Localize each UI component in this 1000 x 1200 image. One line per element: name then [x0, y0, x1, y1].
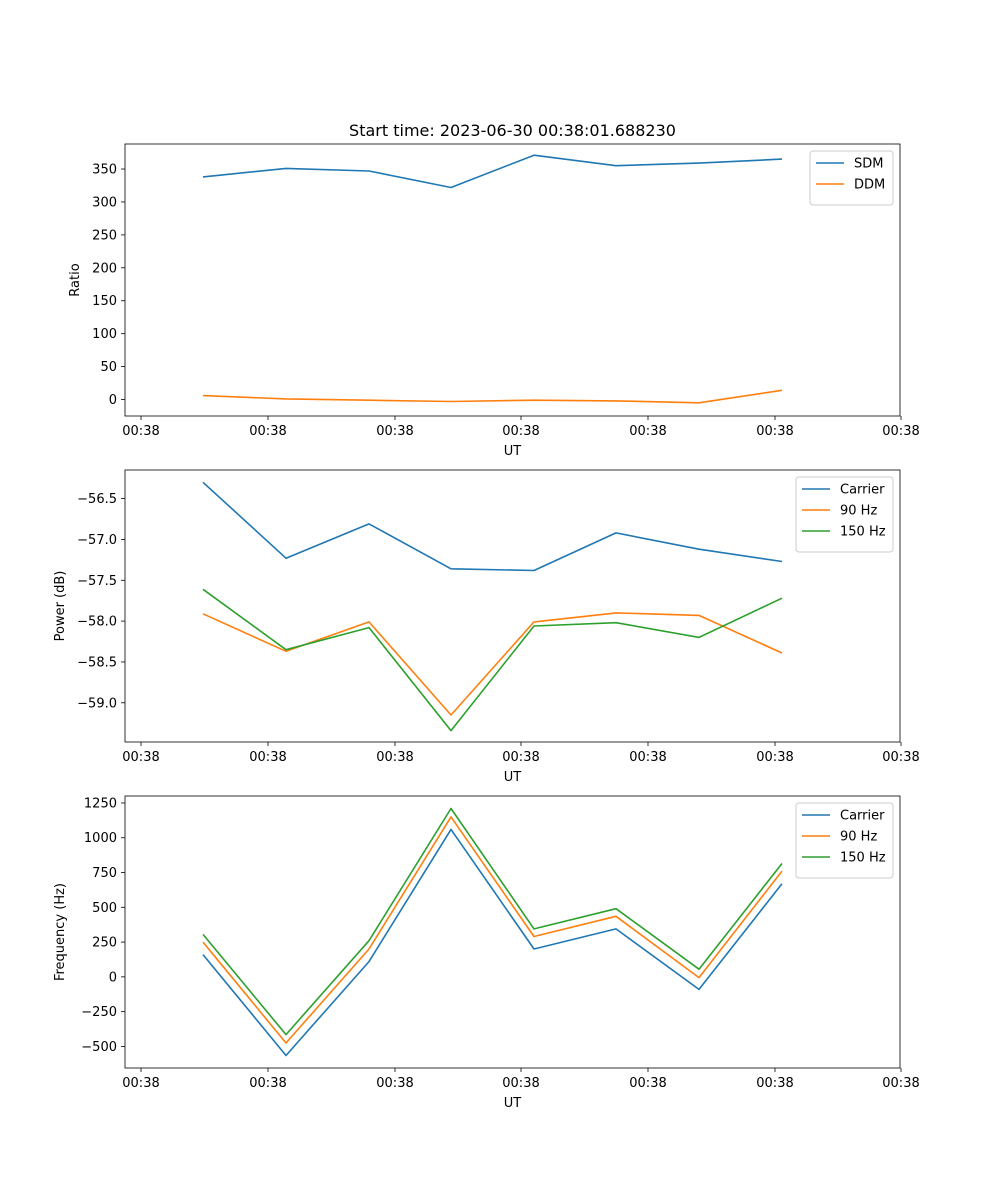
x-tick-label: 00:38 — [376, 750, 413, 765]
legend-box — [809, 150, 894, 206]
y-tick-label: 100 — [92, 327, 117, 342]
x-tick-label: 00:38 — [502, 424, 539, 439]
y-tick-label: 250 — [92, 936, 117, 951]
y-tick-label: −500 — [81, 1040, 117, 1055]
x-tick-label: 00:38 — [249, 1076, 286, 1091]
x-tick-label: 00:38 — [756, 750, 793, 765]
x-tick-label: 00:38 — [502, 750, 539, 765]
x-tick-label: 00:38 — [629, 1076, 666, 1091]
axes-frame — [124, 143, 901, 417]
x-tick-label: 00:38 — [249, 750, 286, 765]
y-tick-label: −56.5 — [77, 492, 117, 507]
series-line-150-hz — [202, 588, 783, 732]
series-line-sdm — [202, 154, 783, 189]
y-axis-label: Power (dB) — [53, 571, 68, 642]
y-tick-label: 1250 — [84, 796, 117, 811]
figure-title: Start time: 2023-06-30 00:38:01.688230 — [349, 121, 676, 140]
x-tick-label: 00:38 — [122, 424, 159, 439]
x-tick-label: 00:38 — [882, 1076, 919, 1091]
legend-label: DDM — [854, 178, 885, 193]
axes-frame — [124, 469, 901, 743]
x-axis-label: UT — [504, 444, 522, 459]
y-tick-label: −58.0 — [77, 615, 117, 630]
x-tick-label: 00:38 — [122, 750, 159, 765]
x-tick-label: 00:38 — [249, 424, 286, 439]
chart-panels: 00:38 00:38 00:38 00:38 00:38 00:38 00:38 0 50 10… — [53, 143, 920, 1111]
y-tick-label: 50 — [100, 360, 117, 375]
series-line-carrier — [202, 828, 783, 1057]
chart-panel-3: 00:38 00:38 00:38 00:38 00:38 00:38 00:38 −500 −… — [53, 795, 920, 1111]
legend-box — [795, 476, 894, 553]
legend-label: Carrier — [840, 809, 885, 824]
y-tick-label: 0 — [109, 393, 117, 408]
y-axis-label: Ratio — [68, 263, 83, 296]
y-tick-label: 1000 — [84, 831, 117, 846]
series-line-carrier — [202, 481, 783, 572]
y-axis-label: Frequency (Hz) — [53, 883, 68, 981]
legend-label: 90 Hz — [840, 504, 877, 519]
legend-box — [795, 802, 894, 879]
x-axis-label: UT — [504, 1096, 522, 1111]
x-tick-label: 00:38 — [882, 424, 919, 439]
y-tick-label: 300 — [92, 195, 117, 210]
y-tick-label: 150 — [92, 294, 117, 309]
y-tick-label: −58.5 — [77, 655, 117, 670]
x-tick-label: 00:38 — [502, 1076, 539, 1091]
y-tick-label: 500 — [92, 901, 117, 916]
chart-panel-2: 00:38 00:38 00:38 00:38 00:38 00:38 00:38 −59.0… — [53, 469, 920, 785]
chart-panel-1: 00:38 00:38 00:38 00:38 00:38 00:38 00:38 0 50 10… — [68, 143, 920, 459]
series-line-90-hz — [202, 816, 783, 1044]
x-tick-label: 00:38 — [122, 1076, 159, 1091]
x-tick-label: 00:38 — [629, 424, 666, 439]
x-tick-label: 00:38 — [629, 750, 666, 765]
y-tick-label: 200 — [92, 261, 117, 276]
legend-label: 90 Hz — [840, 830, 877, 845]
series-line-ddm — [202, 389, 783, 404]
x-tick-label: 00:38 — [376, 424, 413, 439]
y-tick-label: −57.0 — [77, 533, 117, 548]
x-tick-label: 00:38 — [756, 1076, 793, 1091]
x-tick-label: 00:38 — [756, 424, 793, 439]
legend-label: 150 Hz — [840, 525, 886, 540]
y-tick-label: −57.5 — [77, 574, 117, 589]
legend-label: Carrier — [840, 483, 885, 498]
legend-label: SDM — [854, 157, 883, 172]
y-tick-label: 750 — [92, 866, 117, 881]
y-tick-label: −250 — [81, 1005, 117, 1020]
x-tick-label: 00:38 — [376, 1076, 413, 1091]
legend-label: 150 Hz — [840, 851, 886, 866]
y-tick-label: 250 — [92, 228, 117, 243]
axes-frame — [124, 795, 901, 1069]
y-tick-label: −59.0 — [77, 696, 117, 711]
x-tick-label: 00:38 — [882, 750, 919, 765]
y-tick-label: 0 — [109, 970, 117, 985]
y-tick-label: 350 — [92, 163, 117, 178]
series-line-150-hz — [202, 807, 783, 1036]
x-axis-label: UT — [504, 770, 522, 785]
